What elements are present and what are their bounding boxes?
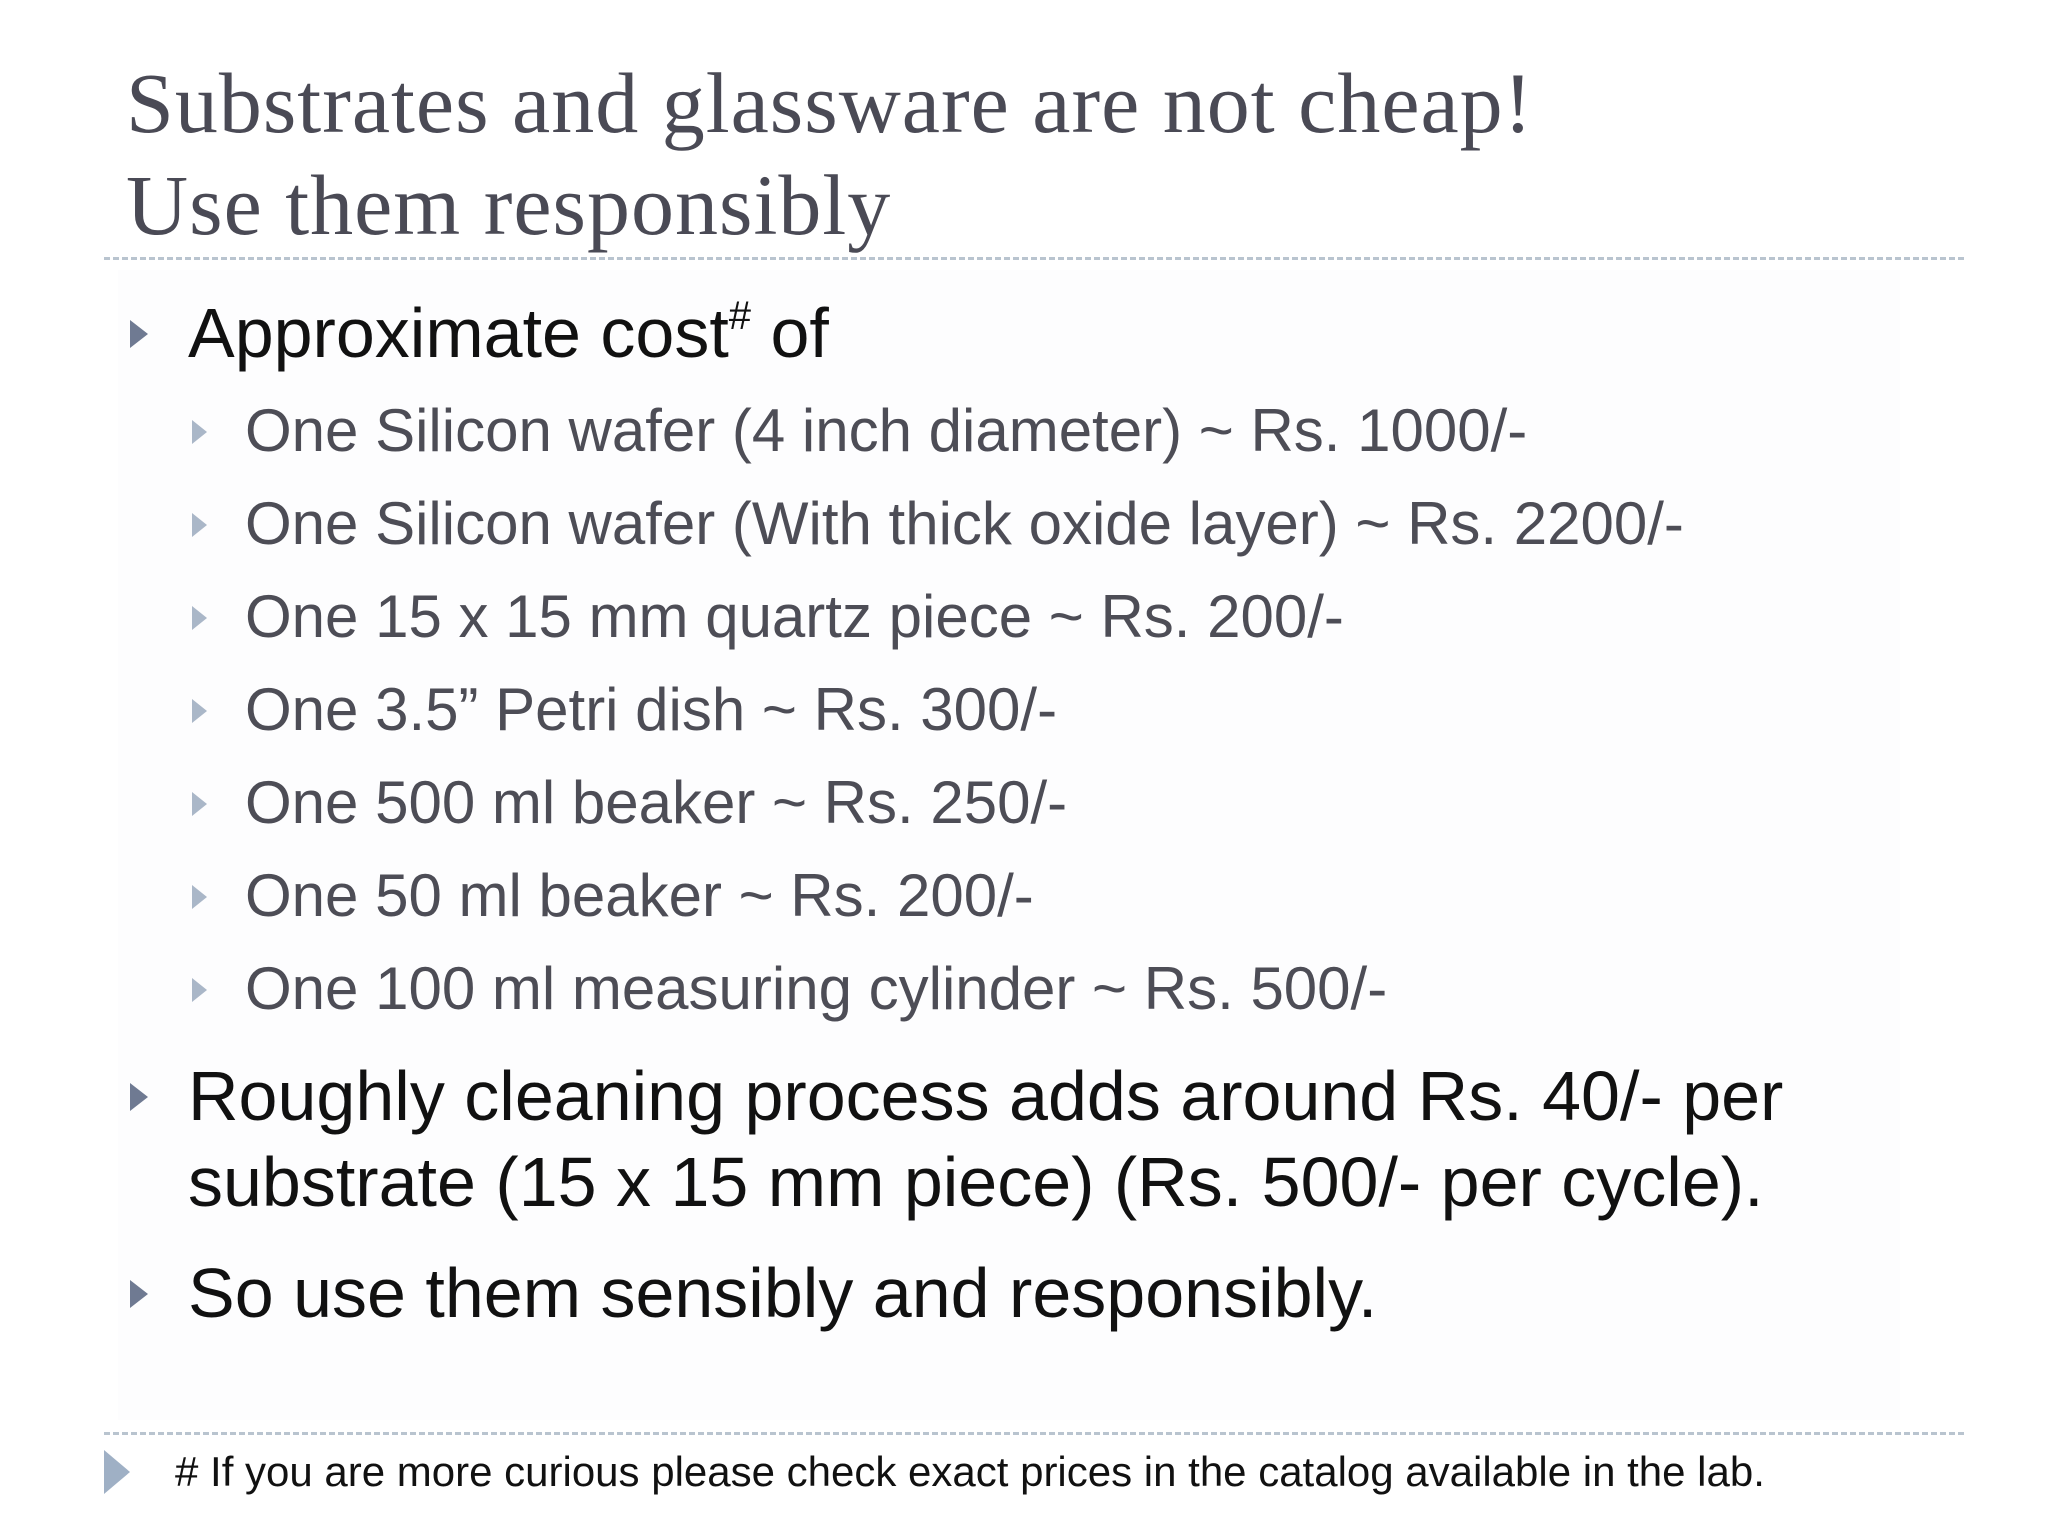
- slide-title: Substrates and glassware are not cheap! …: [126, 52, 1976, 256]
- bullet-cleaning-cost: Roughly cleaning process adds around Rs.…: [130, 1053, 1968, 1225]
- bullet-triangle-icon: [130, 1280, 148, 1308]
- sub-item-500ml-beaker: One 500 ml beaker ~ Rs. 250/-: [192, 767, 1067, 839]
- sub-bullet-triangle-icon: [192, 978, 207, 1002]
- footnote-text: # If you are more curious please check e…: [175, 1448, 1765, 1495]
- footnote-marker: #: [728, 294, 752, 338]
- sub-bullet-triangle-icon: [192, 885, 207, 909]
- title-line-1: Substrates and glassware are not cheap!: [126, 55, 1534, 151]
- bullet-approximate-cost: Approximate cost# of: [130, 290, 1968, 376]
- bullet-use-responsibly: So use them sensibly and responsibly.: [130, 1250, 1968, 1336]
- sub-item-text: One Silicon wafer (With thick oxide laye…: [245, 490, 1684, 557]
- sub-item-silicon-wafer-oxide: One Silicon wafer (With thick oxide laye…: [192, 488, 1684, 560]
- sub-bullet-triangle-icon: [192, 606, 207, 630]
- sub-bullet-triangle-icon: [192, 792, 207, 816]
- sub-item-text: One 15 x 15 mm quartz piece ~ Rs. 200/-: [245, 583, 1344, 650]
- title-line-2: Use them responsibly: [126, 157, 892, 253]
- bullet-text: Roughly cleaning process adds around Rs.…: [188, 1057, 1784, 1221]
- sub-item-text: One 50 ml beaker ~ Rs. 200/-: [245, 862, 1034, 929]
- sub-bullet-triangle-icon: [192, 699, 207, 723]
- sub-item-text: One 100 ml measuring cylinder ~ Rs. 500/…: [245, 955, 1388, 1022]
- footnote-triangle-icon: [104, 1450, 130, 1494]
- bullet-text: Approximate cost# of: [188, 294, 829, 372]
- sub-bullet-triangle-icon: [192, 420, 207, 444]
- bullet-triangle-icon: [130, 320, 148, 348]
- footer-divider: [104, 1432, 1964, 1435]
- sub-item-petri-dish: One 3.5” Petri dish ~ Rs. 300/-: [192, 674, 1057, 746]
- sub-item-text: One 3.5” Petri dish ~ Rs. 300/-: [245, 676, 1058, 743]
- sub-item-silicon-wafer: One Silicon wafer (4 inch diameter) ~ Rs…: [192, 395, 1527, 467]
- content-area: [118, 270, 1900, 1420]
- sub-item-text: One 500 ml beaker ~ Rs. 250/-: [245, 769, 1068, 836]
- sub-bullet-triangle-icon: [192, 513, 207, 537]
- sub-item-measuring-cylinder: One 100 ml measuring cylinder ~ Rs. 500/…: [192, 953, 1387, 1025]
- sub-item-50ml-beaker: One 50 ml beaker ~ Rs. 200/-: [192, 860, 1034, 932]
- bullet-text: So use them sensibly and responsibly.: [188, 1254, 1378, 1332]
- footnote: # If you are more curious please check e…: [104, 1447, 1765, 1497]
- sub-item-text: One Silicon wafer (4 inch diameter) ~ Rs…: [245, 397, 1528, 464]
- bullet-triangle-icon: [130, 1083, 148, 1111]
- title-divider: [104, 257, 1964, 260]
- sub-item-quartz-piece: One 15 x 15 mm quartz piece ~ Rs. 200/-: [192, 581, 1344, 653]
